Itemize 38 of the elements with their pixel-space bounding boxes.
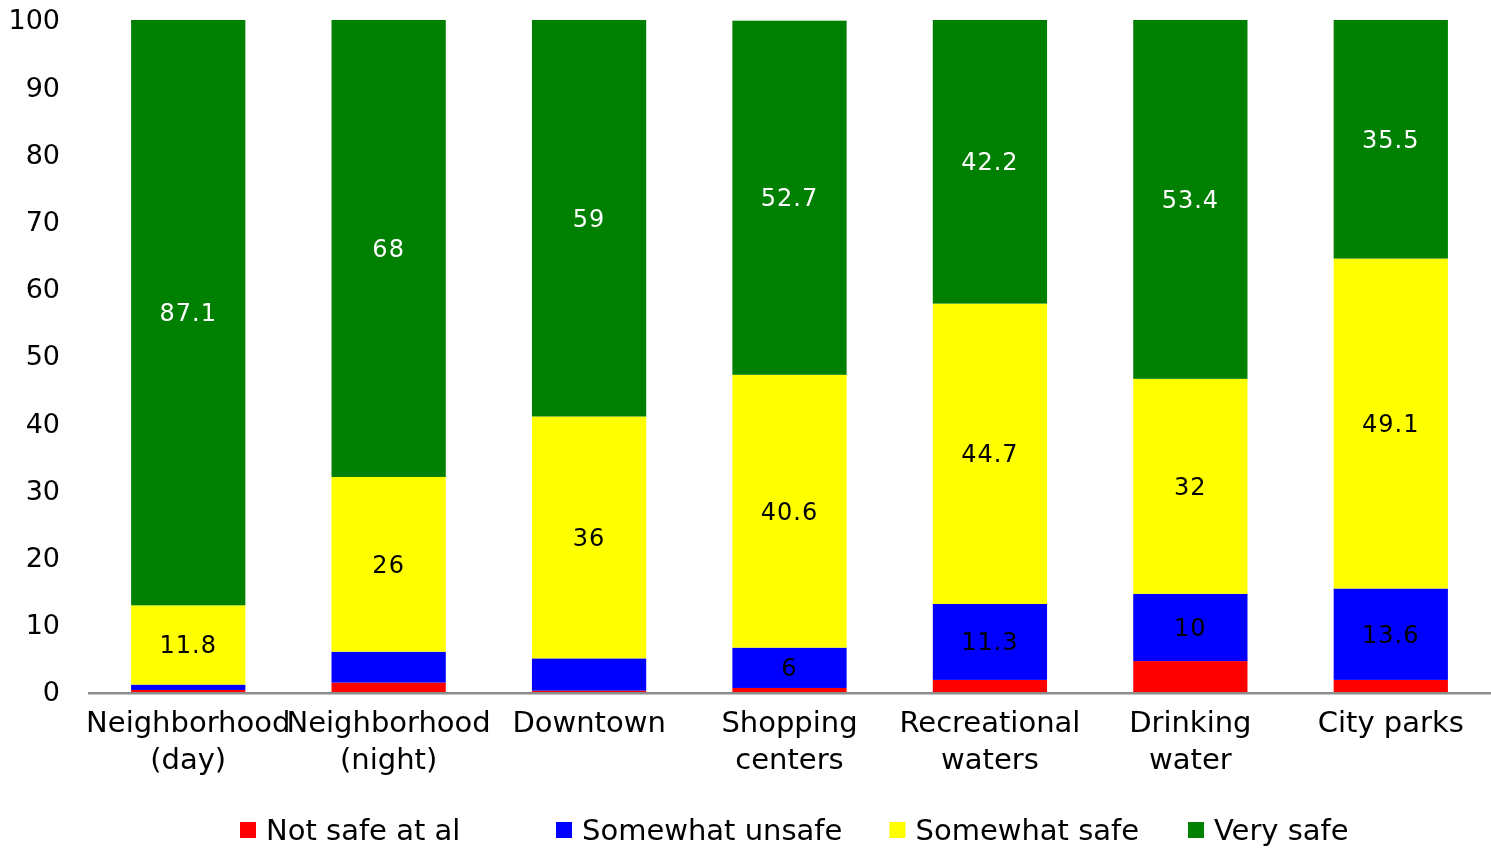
data-label: 11.8 (159, 631, 217, 660)
x-tick-label: Recreational waters (899, 705, 1081, 776)
data-label: 10 (1174, 613, 1207, 642)
legend-label: Not safe at al (266, 813, 461, 848)
legend-label: Somewhat unsafe (582, 813, 843, 848)
legend-label: Very safe (1214, 813, 1349, 848)
data-label: 59 (572, 204, 606, 233)
data-label: 40.6 (760, 497, 819, 526)
data-label: 6 (781, 654, 798, 683)
data-label: 68 (372, 234, 405, 263)
x-tick-label: Drinking water (1129, 705, 1252, 776)
y-tick-label: 50 (25, 340, 60, 372)
y-tick-label: 100 (8, 4, 60, 36)
data-label: 42.2 (961, 148, 1019, 177)
y-tick-label: 80 (25, 138, 60, 170)
data-label: 26 (372, 550, 405, 579)
data-label: 13.6 (1362, 620, 1420, 649)
data-label: 87.1 (159, 299, 217, 328)
data-label: 11.3 (961, 628, 1019, 657)
data-label: 36 (572, 523, 606, 552)
y-tick-label: 70 (25, 206, 60, 238)
data-label: 44.7 (961, 440, 1019, 469)
y-tick-label: 20 (25, 542, 60, 574)
y-tick-label: 40 (25, 407, 60, 439)
legend-label: Somewhat safe (915, 813, 1140, 848)
y-tick-label: 10 (25, 609, 60, 641)
data-label: 49.1 (1362, 409, 1420, 438)
data-label: 32 (1174, 472, 1207, 501)
y-tick-label: 90 (25, 71, 60, 103)
data-label: 53.4 (1161, 185, 1220, 214)
y-tick-label: 30 (25, 474, 60, 506)
y-tick-label: 60 (25, 273, 60, 305)
x-tick-label: Downtown (512, 705, 666, 739)
data-label: 52.7 (760, 184, 819, 213)
data-label: 35.5 (1362, 125, 1420, 154)
x-tick-label: Shopping centers (721, 705, 858, 776)
x-tick-label: City parks (1317, 705, 1464, 739)
y-tick-label: 0 (42, 676, 60, 708)
